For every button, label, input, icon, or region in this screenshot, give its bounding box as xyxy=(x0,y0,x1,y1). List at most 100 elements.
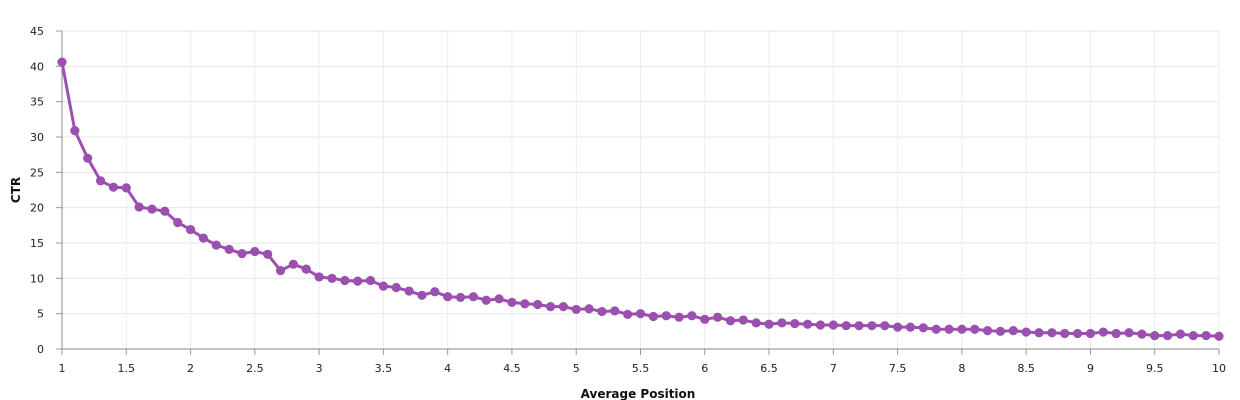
data-point[interactable] xyxy=(185,224,196,235)
data-point[interactable] xyxy=(468,292,478,302)
data-point[interactable] xyxy=(121,183,131,193)
data-point[interactable] xyxy=(648,311,658,322)
data-point[interactable] xyxy=(353,276,363,286)
data-point[interactable] xyxy=(224,244,234,254)
data-point[interactable] xyxy=(1098,327,1108,337)
data-point[interactable] xyxy=(147,204,157,214)
data-point[interactable] xyxy=(1188,330,1198,341)
data-point[interactable] xyxy=(545,302,556,312)
data-point[interactable] xyxy=(880,321,890,331)
data-point[interactable] xyxy=(443,292,453,302)
x-tick-label: 5.5 xyxy=(632,362,650,375)
data-point[interactable] xyxy=(610,306,620,316)
data-point[interactable] xyxy=(455,292,466,303)
data-point[interactable] xyxy=(288,259,298,269)
data-point[interactable] xyxy=(777,318,787,328)
data-point[interactable] xyxy=(828,320,838,330)
data-point[interactable] xyxy=(507,297,517,307)
data-point[interactable] xyxy=(1162,330,1173,341)
data-point[interactable] xyxy=(700,314,710,324)
data-point[interactable] xyxy=(661,311,671,321)
data-point[interactable] xyxy=(1008,326,1018,336)
data-point[interactable] xyxy=(1150,330,1160,341)
data-point[interactable] xyxy=(327,273,337,283)
data-point[interactable] xyxy=(558,302,568,312)
data-point[interactable] xyxy=(635,309,646,319)
data-point[interactable] xyxy=(391,282,401,293)
data-point[interactable] xyxy=(533,299,543,310)
y-tick-label: 30 xyxy=(30,131,44,144)
data-point[interactable] xyxy=(494,294,504,304)
data-point[interactable] xyxy=(108,182,119,192)
data-point[interactable] xyxy=(1034,328,1044,338)
data-point[interactable] xyxy=(905,322,916,332)
data-point[interactable] xyxy=(854,321,864,331)
data-point[interactable] xyxy=(918,323,928,333)
data-point[interactable] xyxy=(430,287,440,297)
data-point[interactable] xyxy=(983,326,993,336)
data-point[interactable] xyxy=(95,176,106,186)
data-point[interactable] xyxy=(198,233,209,243)
x-tick-label: 4.5 xyxy=(503,362,521,375)
x-tick-label: 2 xyxy=(187,362,194,375)
data-point[interactable] xyxy=(1047,328,1057,338)
data-point[interactable] xyxy=(1111,328,1121,339)
data-point[interactable] xyxy=(1060,328,1070,339)
x-tick-label: 7.5 xyxy=(889,362,907,375)
data-point[interactable] xyxy=(841,321,851,331)
data-point[interactable] xyxy=(83,153,93,163)
data-point[interactable] xyxy=(970,324,980,334)
data-point[interactable] xyxy=(995,326,1006,336)
data-point[interactable] xyxy=(751,318,761,328)
data-point[interactable] xyxy=(893,322,903,332)
data-point[interactable] xyxy=(790,318,800,329)
data-point[interactable] xyxy=(365,275,376,286)
data-point[interactable] xyxy=(340,275,350,286)
data-point[interactable] xyxy=(263,249,273,259)
data-point[interactable] xyxy=(623,309,633,319)
y-tick-label: 15 xyxy=(30,237,44,250)
data-point[interactable] xyxy=(417,290,427,300)
data-point[interactable] xyxy=(944,324,954,334)
data-point[interactable] xyxy=(70,126,80,136)
data-point[interactable] xyxy=(481,295,491,305)
data-point[interactable] xyxy=(1072,328,1083,339)
data-point[interactable] xyxy=(815,320,826,330)
data-point[interactable] xyxy=(867,321,877,331)
data-point[interactable] xyxy=(237,249,247,259)
data-point[interactable] xyxy=(1201,330,1211,341)
data-point[interactable] xyxy=(931,324,941,334)
data-point[interactable] xyxy=(275,265,286,276)
data-point[interactable] xyxy=(520,299,530,309)
data-point[interactable] xyxy=(160,206,170,216)
data-point[interactable] xyxy=(764,319,774,329)
data-point[interactable] xyxy=(250,246,260,257)
data-point[interactable] xyxy=(738,315,748,325)
data-point[interactable] xyxy=(1085,328,1096,339)
data-point[interactable] xyxy=(803,319,813,329)
data-point[interactable] xyxy=(957,324,967,334)
data-point[interactable] xyxy=(584,304,594,314)
data-point[interactable] xyxy=(314,272,324,282)
data-point[interactable] xyxy=(378,281,388,291)
data-point[interactable] xyxy=(597,306,607,317)
data-point[interactable] xyxy=(57,57,67,67)
data-point[interactable] xyxy=(404,286,414,296)
data-point[interactable] xyxy=(571,304,581,315)
x-tick-label: 9.5 xyxy=(1146,362,1164,375)
data-point[interactable] xyxy=(687,311,697,321)
data-point[interactable] xyxy=(1214,331,1224,341)
data-point[interactable] xyxy=(1137,329,1147,339)
data-point[interactable] xyxy=(134,202,144,212)
data-point[interactable] xyxy=(1021,327,1031,337)
data-point[interactable] xyxy=(713,312,723,322)
y-axis-title: CTR xyxy=(9,177,23,203)
data-point[interactable] xyxy=(674,312,684,322)
data-point[interactable] xyxy=(211,240,221,250)
data-point[interactable] xyxy=(173,217,183,228)
data-point[interactable] xyxy=(301,264,311,274)
data-point[interactable] xyxy=(725,316,736,326)
data-point[interactable] xyxy=(1124,328,1134,338)
data-point[interactable] xyxy=(1175,329,1186,339)
